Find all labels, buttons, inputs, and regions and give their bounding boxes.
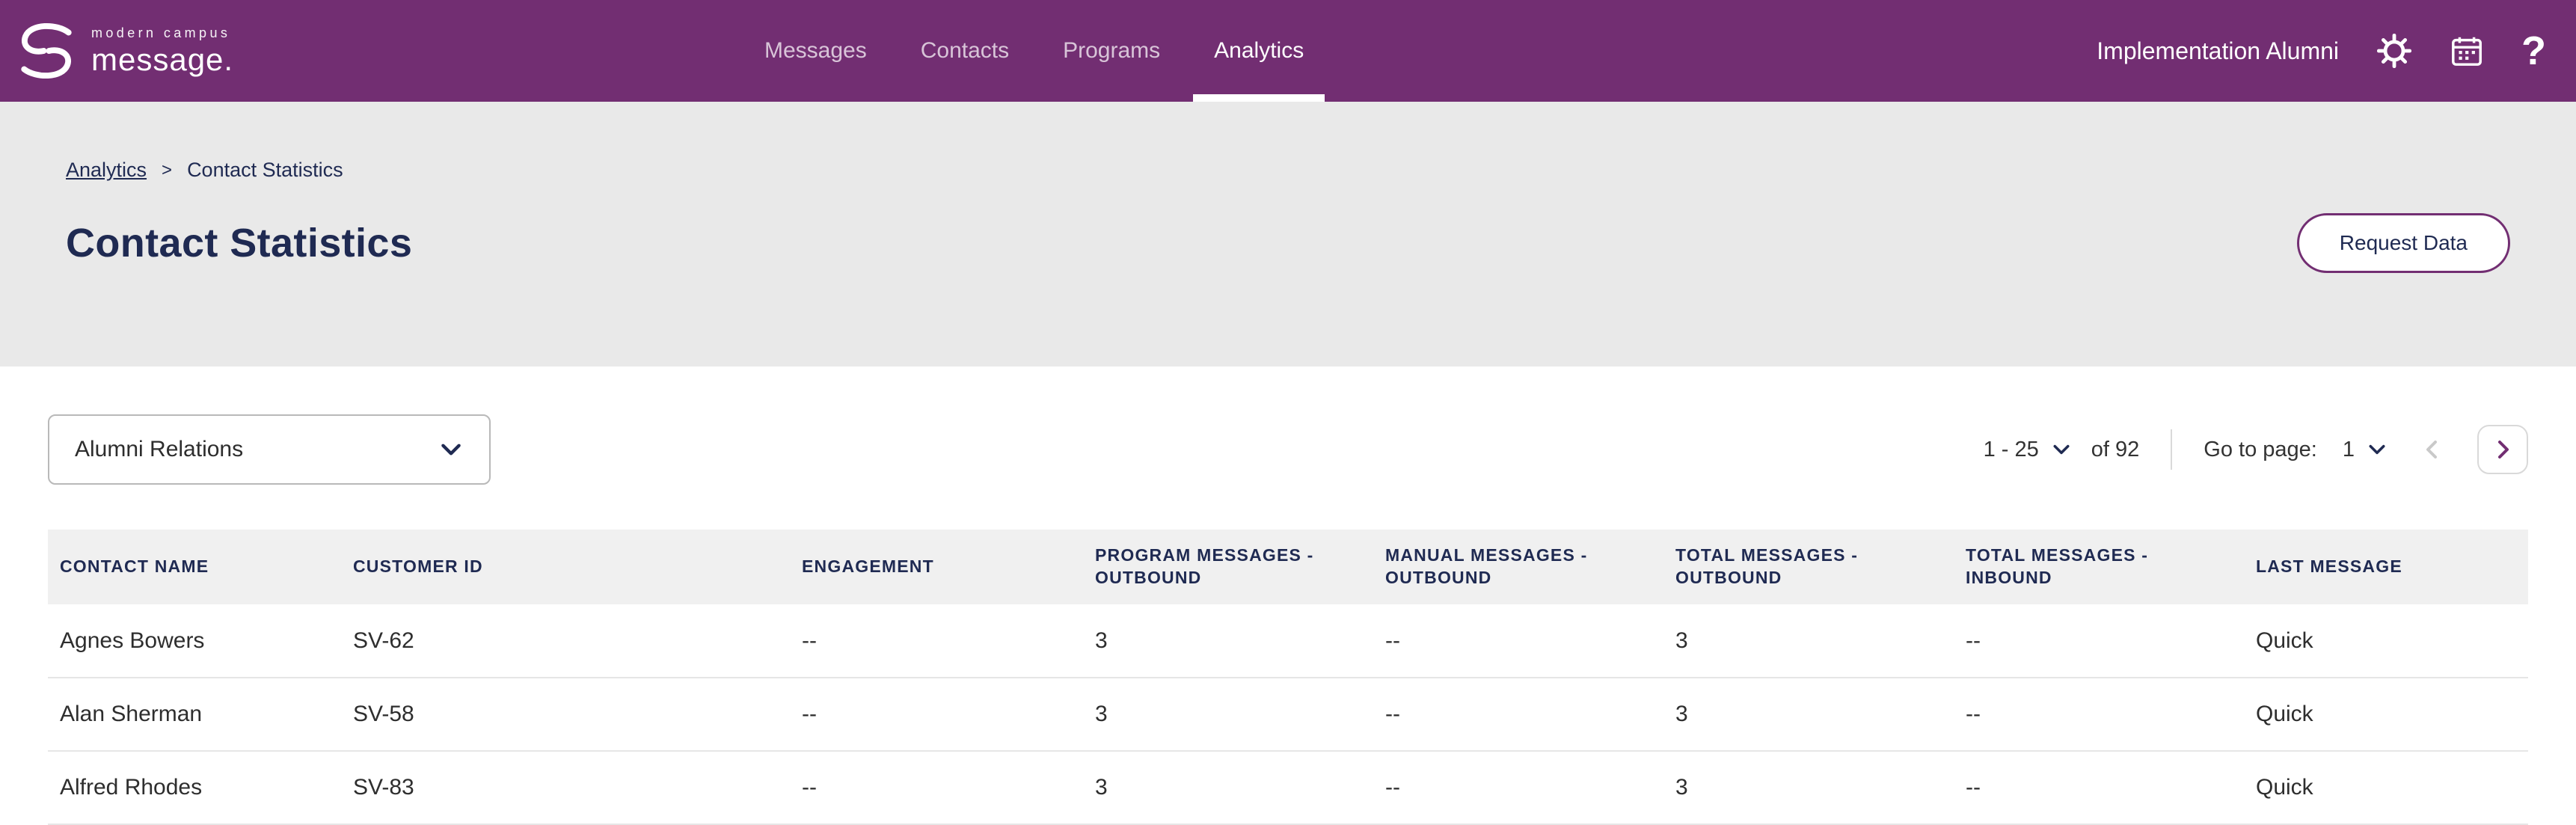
column-header-customer-id: CUSTOMER ID [341,530,790,604]
cell-total-messages-inbound: -- [1954,604,2244,678]
calendar-icon[interactable] [2450,34,2484,68]
cell-total-messages-outbound: 3 [1663,604,1954,678]
header-right-controls: Implementation Alumni [2097,31,2546,71]
cell-engagement: -- [790,604,1083,678]
next-page-button[interactable] [2477,425,2528,474]
cell-program-messages-outbound: 3 [1083,678,1373,752]
goto-page-label: Go to page: [2204,437,2317,461]
logo-modern-campus-text: modern campus [91,25,231,40]
nav-analytics[interactable]: Analytics [1193,0,1325,102]
table-row: Alfred Rhodes SV-83 -- 3 -- 3 -- Quick [48,751,2528,825]
list-filter-value: Alumni Relations [75,437,244,461]
logo-wordmark: modern campus message. [91,26,233,76]
breadcrumb: Analytics > Contact Statistics [66,159,2510,182]
modern-campus-logo-icon [21,22,72,79]
primary-nav: Messages Contacts Programs Analytics [743,0,1325,102]
list-filter-dropdown[interactable]: Alumni Relations [48,414,491,485]
column-header-program-messages-outbound: PROGRAM MESSAGES - OUTBOUND [1083,530,1373,604]
cell-last-message: Quick [2244,604,2528,678]
cell-total-messages-outbound: 3 [1663,751,1954,825]
goto-page-value: 1 [2342,437,2355,461]
cell-program-messages-outbound: 3 [1083,604,1373,678]
nav-programs[interactable]: Programs [1063,38,1161,63]
page-title: Contact Statistics [66,221,413,266]
breadcrumb-current: Contact Statistics [187,159,343,181]
request-data-button[interactable]: Request Data [2296,213,2510,273]
chevron-down-icon [438,437,464,462]
goto-page-dropdown[interactable]: 1 [2343,438,2388,462]
breadcrumb-separator: > [162,159,173,180]
table-row: Alan Sherman SV-58 -- 3 -- 3 -- Quick [48,678,2528,752]
cell-total-messages-inbound: -- [1954,678,2244,752]
cell-total-messages-inbound: -- [1954,751,2244,825]
cell-manual-messages-outbound: -- [1373,604,1663,678]
column-header-manual-messages-outbound: MANUAL MESSAGES - OUTBOUND [1373,530,1663,604]
cell-customer-id: SV-83 [341,751,790,825]
cell-last-message: Quick [2244,751,2528,825]
title-row: Contact Statistics Request Data [66,213,2510,273]
cell-total-messages-outbound: 3 [1663,678,1954,752]
cell-contact-name: Agnes Bowers [48,604,341,678]
column-header-contact-name: CONTACT NAME [48,530,341,604]
toolbar-row: Alumni Relations 1 - 25 of 92 Go to page… [48,367,2528,530]
chevron-down-icon [2051,439,2072,460]
nav-contacts[interactable]: Contacts [920,38,1010,63]
chevron-down-icon [2367,439,2388,460]
cell-program-messages-outbound: 3 [1083,751,1373,825]
help-icon[interactable]: ? [2521,28,2546,73]
cell-engagement: -- [790,751,1083,825]
page-range-value: 1 - 25 [1983,437,2039,461]
total-records-label: of 92 [2091,437,2140,461]
contact-statistics-table: CONTACT NAME CUSTOMER ID ENGAGEMENT PROG… [48,530,2528,825]
top-navigation-bar: modern campus message. Messages Contacts… [0,0,2576,102]
column-header-engagement: ENGAGEMENT [790,530,1083,604]
column-header-total-messages-outbound: TOTAL MESSAGES - OUTBOUND [1663,530,1954,604]
chevron-right-icon [2491,438,2515,461]
table-header-row: CONTACT NAME CUSTOMER ID ENGAGEMENT PROG… [48,530,2528,604]
account-name[interactable]: Implementation Alumni [2097,37,2339,64]
cell-last-message: Quick [2244,678,2528,752]
content-section: Alumni Relations 1 - 25 of 92 Go to page… [0,367,2576,825]
logo-message-text: message. [91,42,234,77]
table-row: Agnes Bowers SV-62 -- 3 -- 3 -- Quick [48,604,2528,678]
breadcrumb-analytics-link[interactable]: Analytics [66,159,147,181]
divider [2171,429,2173,470]
cell-customer-id: SV-62 [341,604,790,678]
cell-contact-name: Alan Sherman [48,678,341,752]
page-header-section: Analytics > Contact Statistics Contact S… [0,102,2576,367]
column-header-total-messages-inbound: TOTAL MESSAGES - INBOUND [1954,530,2244,604]
column-header-last-message: LAST MESSAGE [2244,530,2528,604]
pagination-controls: 1 - 25 of 92 Go to page: 1 [1984,425,2528,474]
chevron-left-icon [2420,438,2444,461]
cell-contact-name: Alfred Rhodes [48,751,341,825]
cell-customer-id: SV-58 [341,678,790,752]
previous-page-button[interactable] [2407,425,2458,474]
page-range-dropdown[interactable]: 1 - 25 [1984,438,2072,462]
cell-manual-messages-outbound: -- [1373,678,1663,752]
cell-engagement: -- [790,678,1083,752]
nav-messages[interactable]: Messages [764,38,867,63]
logo[interactable]: modern campus message. [15,19,233,82]
settings-gear-icon[interactable] [2376,33,2412,69]
cell-manual-messages-outbound: -- [1373,751,1663,825]
